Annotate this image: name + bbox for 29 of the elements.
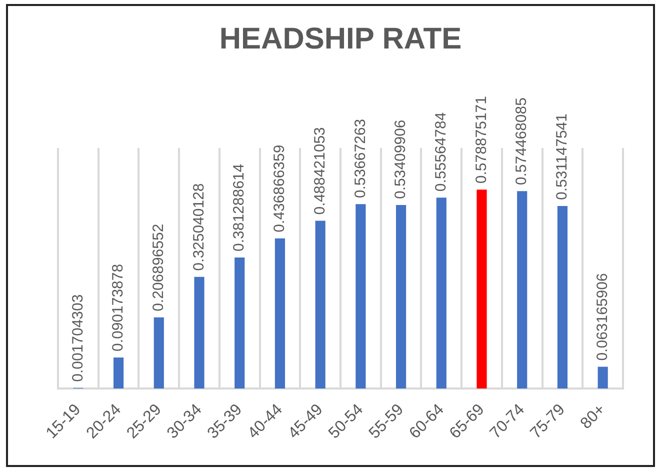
bar (476, 190, 487, 388)
data-label: 0.206896552 (150, 224, 168, 312)
data-label: 0.001704303 (69, 294, 86, 382)
bar (598, 366, 608, 388)
bar (436, 198, 446, 388)
bar (396, 204, 406, 388)
data-label: 0.531147541 (554, 114, 571, 200)
data-label: 0.325040128 (190, 183, 208, 271)
bar (234, 257, 245, 388)
bar (194, 276, 204, 388)
bar (154, 317, 164, 388)
bar (557, 206, 568, 388)
bar (113, 358, 124, 388)
x-tick-label: 80+ (578, 401, 609, 432)
data-label: 0.55564784 (432, 112, 450, 192)
data-label: 0.574468085 (513, 98, 530, 186)
data-label: 0.53409906 (392, 120, 410, 199)
data-label: 0.488421053 (311, 127, 328, 215)
bar (517, 191, 528, 388)
bar (356, 204, 366, 388)
data-label: 0.063165906 (594, 273, 611, 361)
data-label: 0.578875171 (472, 96, 490, 184)
data-label: 0.436866359 (271, 144, 288, 232)
bar (274, 238, 286, 388)
data-label: 0.53667263 (352, 118, 369, 198)
chart-title: HEADSHIP RATE (219, 22, 462, 56)
data-label: 0.381288614 (230, 164, 248, 252)
bar (315, 220, 326, 388)
data-label: 0.090173878 (110, 264, 127, 352)
